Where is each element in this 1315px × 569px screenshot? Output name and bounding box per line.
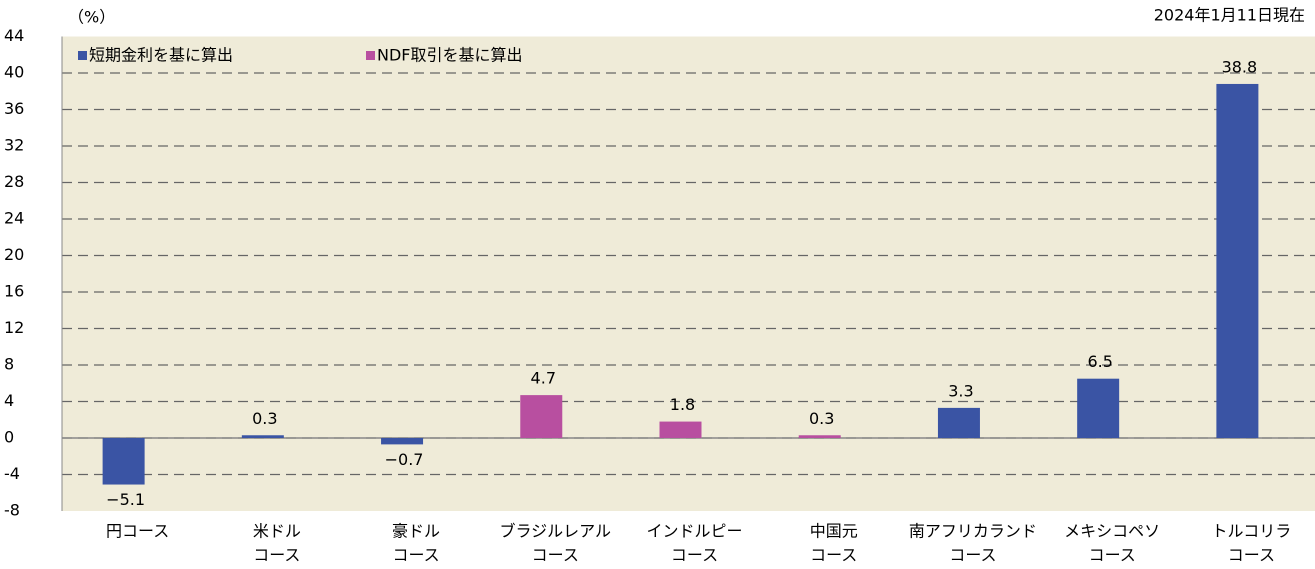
- y-tick-label: 44: [4, 26, 24, 45]
- bar: [1216, 83, 1259, 438]
- y-tick-label: 20: [4, 245, 24, 264]
- x-tick-label: 豪ドル: [392, 522, 440, 541]
- legend-swatch: [366, 51, 375, 60]
- bar: [381, 438, 424, 445]
- x-tick-label: コース: [392, 546, 439, 565]
- legend-swatch: [78, 51, 87, 60]
- x-tick-label: トルコリラ: [1212, 522, 1292, 541]
- value-label: 3.3: [948, 381, 973, 400]
- y-tick-label: 4: [4, 391, 14, 410]
- bar: [102, 438, 145, 485]
- y-tick-label: 40: [4, 63, 24, 82]
- value-label: 4.7: [531, 369, 556, 388]
- y-tick-label: 8: [4, 355, 14, 374]
- legend-label: NDF取引を基に算出: [377, 46, 523, 65]
- bar: [937, 407, 980, 438]
- x-tick-label: コース: [810, 546, 857, 565]
- value-label: 38.8: [1222, 57, 1258, 76]
- bar: [520, 395, 563, 438]
- value-label: 1.8: [670, 395, 695, 414]
- value-label: −0.7: [385, 450, 424, 469]
- x-tick-label: 米ドル: [253, 522, 301, 541]
- x-tick-label: ブラジルレアル: [500, 522, 612, 541]
- y-tick-label: 16: [4, 282, 24, 301]
- bar: [241, 435, 284, 438]
- value-label: 0.3: [252, 409, 277, 428]
- y-tick-label: 0: [4, 428, 14, 447]
- x-tick-label: コース: [253, 546, 300, 565]
- y-tick-label: -8: [4, 501, 20, 520]
- y-tick-label: 32: [4, 136, 24, 155]
- x-tick-label: 円コース: [106, 522, 169, 541]
- x-tick-label: コース: [1228, 546, 1275, 565]
- x-tick-label: コース: [1089, 546, 1136, 565]
- x-tick-label: メキシコペソ: [1064, 522, 1160, 541]
- bar: [659, 421, 702, 438]
- y-tick-label: 36: [4, 99, 24, 118]
- y-tick-label: -4: [4, 464, 20, 483]
- y-tick-label: 24: [4, 209, 24, 228]
- x-tick-label: コース: [949, 546, 996, 565]
- value-label: 6.5: [1087, 352, 1112, 371]
- x-tick-label: 中国元: [810, 522, 858, 541]
- value-label: 0.3: [809, 409, 834, 428]
- x-tick-label: コース: [671, 546, 718, 565]
- plot-area: [62, 36, 1315, 511]
- x-tick-label: 南アフリカランド: [909, 522, 1037, 541]
- x-tick-label: インドルピー: [646, 522, 742, 541]
- x-tick-label: コース: [532, 546, 579, 565]
- bar: [798, 435, 841, 438]
- y-tick-label: 12: [4, 318, 24, 337]
- legend-label: 短期金利を基に算出: [89, 46, 233, 65]
- value-label: −5.1: [106, 490, 145, 509]
- annotation: 2024年1月11日現在: [1154, 6, 1305, 25]
- bar: [1077, 378, 1120, 438]
- y-tick-label: 28: [4, 172, 24, 191]
- y-axis-label: （%）: [68, 8, 115, 27]
